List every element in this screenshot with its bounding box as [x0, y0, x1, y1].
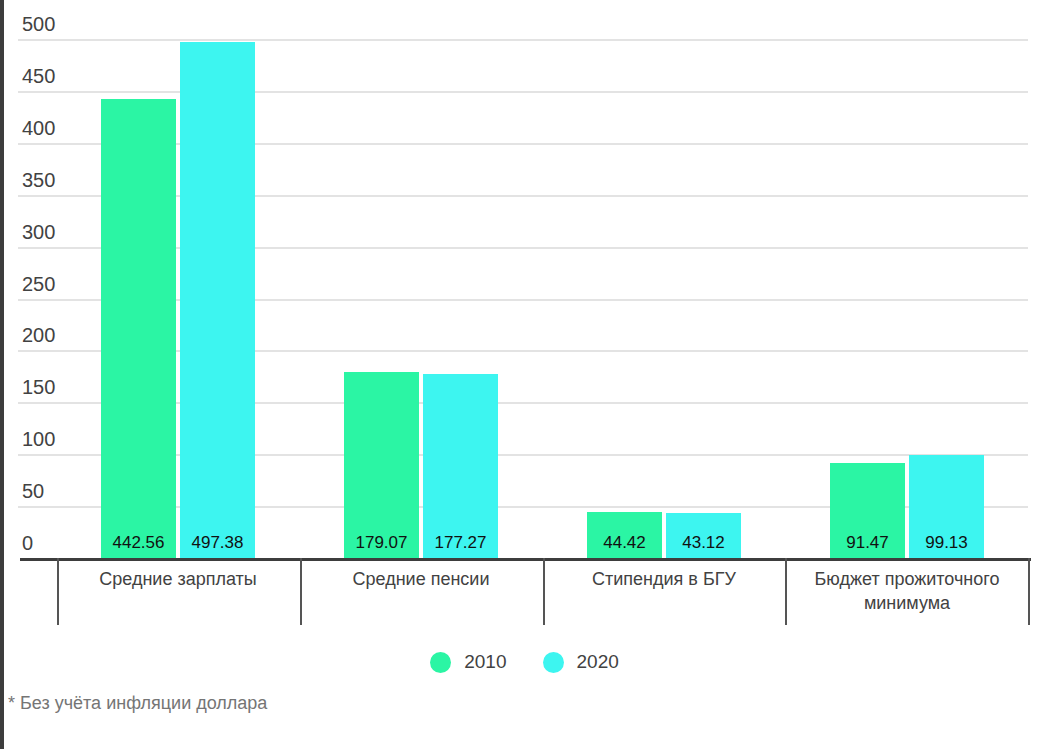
- category-label: Бюджет прожиточного минимума: [789, 567, 1025, 615]
- y-axis-tick-label: 250: [22, 272, 55, 296]
- y-axis-tick-label: 100: [22, 427, 55, 451]
- category-label: Средние зарплаты: [60, 567, 296, 591]
- bar-value-label: 179.07: [344, 532, 419, 554]
- chart-footnote: * Без учёта инфляции доллара: [8, 691, 267, 715]
- bar-value-label: 442.56: [101, 532, 176, 554]
- bar-2010[interactable]: [101, 99, 176, 558]
- y-axis-tick-label: 300: [22, 220, 55, 244]
- y-axis-tick-label: 500: [22, 12, 55, 36]
- y-gridline: [18, 91, 1028, 93]
- category-axis-tick: [1028, 558, 1030, 625]
- y-axis-tick-label: 350: [22, 168, 55, 192]
- y-axis-tick-label: 450: [22, 64, 55, 88]
- category-label: Стипендия в БГУ: [546, 567, 782, 591]
- bar-value-label: 43.12: [666, 532, 741, 554]
- y-axis-tick-label: 0: [22, 531, 33, 555]
- bar-2010[interactable]: [344, 372, 419, 558]
- category-label: Средние пенсии: [303, 567, 539, 591]
- category-axis-tick: [543, 558, 545, 625]
- y-axis-tick-label: 200: [22, 323, 55, 347]
- bar-value-label: 99.13: [909, 532, 984, 554]
- legend: 2010 2020: [0, 650, 1049, 674]
- x-axis-line: [20, 558, 1031, 561]
- legend-item-2020[interactable]: 2020: [543, 650, 619, 674]
- bar-value-label: 177.27: [423, 532, 498, 554]
- bar-2020[interactable]: [423, 374, 498, 558]
- y-axis-tick-label: 150: [22, 375, 55, 399]
- bar-chart: 0 50 100 150 200 250 300 350 400 450 500 442.56497.…: [0, 0, 1049, 749]
- legend-item-2010[interactable]: 2010: [430, 650, 506, 674]
- bar-value-label: 91.47: [830, 532, 905, 554]
- legend-swatch-2010: [430, 652, 451, 673]
- bar-value-label: 44.42: [587, 532, 662, 554]
- y-gridline: [18, 39, 1028, 41]
- category-axis-tick: [785, 558, 787, 625]
- bar-2020[interactable]: [180, 42, 255, 558]
- legend-label: 2020: [577, 650, 619, 674]
- y-axis-tick-label: 50: [22, 479, 44, 503]
- window-left-border: [0, 0, 4, 749]
- y-axis-tick-label: 400: [22, 116, 55, 140]
- bar-value-label: 497.38: [180, 532, 255, 554]
- legend-swatch-2020: [543, 652, 564, 673]
- category-axis-tick: [57, 558, 59, 625]
- legend-label: 2010: [464, 650, 506, 674]
- category-axis-tick: [300, 558, 302, 625]
